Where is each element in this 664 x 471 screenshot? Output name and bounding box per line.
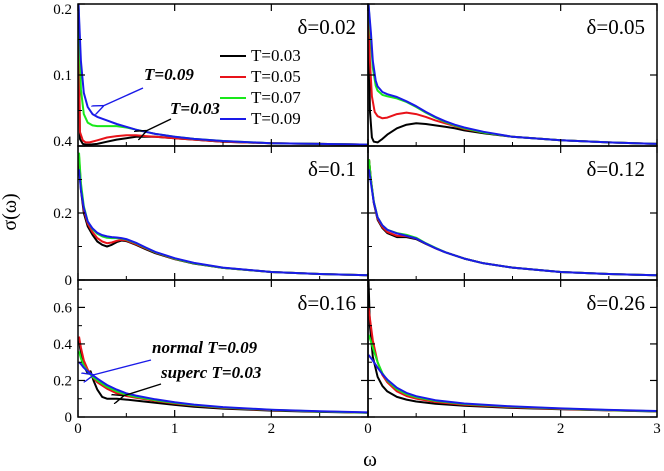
panel-title: δ=0.12 — [587, 157, 646, 181]
x-tick-label: 1 — [171, 421, 179, 437]
x-tick-label: 2 — [268, 421, 276, 437]
series-line-t-0-09 — [78, 361, 368, 414]
panel-title: δ=0.26 — [587, 291, 646, 315]
panel-title: δ=0.05 — [587, 15, 646, 39]
annotation-arrow — [123, 383, 162, 396]
legend-entry: T=0.09 — [220, 109, 301, 128]
legend-label: T=0.03 — [251, 46, 301, 65]
panel-title: δ=0.02 — [298, 15, 357, 39]
series-group — [368, 4, 657, 145]
legend: T=0.03 T=0.05 T=0.07 T=0.09 — [220, 46, 301, 128]
y-tick-label: 0.2 — [53, 373, 72, 389]
legend-entry: T=0.05 — [220, 67, 301, 86]
y-tick-label: 0.4 — [53, 134, 72, 150]
annotation: T=0.09 — [103, 65, 194, 106]
legend-entry: T=0.07 — [220, 88, 301, 107]
legend-label: T=0.07 — [251, 88, 301, 107]
annotation: superc T=0.03 — [123, 363, 262, 396]
panel-bottom-right: 0 1 2 3 δ=0.26 — [364, 279, 661, 437]
y-axis-label: σ(ω) — [0, 193, 21, 230]
panel-title: δ=0.16 — [298, 291, 357, 315]
annotation-label: T=0.03 — [170, 99, 220, 118]
series-line-t-0-09 — [368, 4, 657, 145]
y-tick-label: 0.4 — [53, 337, 72, 353]
x-tick-label: 0 — [74, 421, 82, 437]
annotation: normal T=0.09 — [93, 338, 258, 375]
series-group — [78, 152, 368, 277]
annotation-arrow — [93, 359, 152, 375]
annotation-arrow — [146, 118, 172, 131]
annotation: T=0.03 — [146, 99, 220, 131]
panel-bottom-left: 0 1 2 0 0.2 0.4 0.6 δ=0.16 — [53, 279, 369, 437]
panel-title: δ=0.1 — [308, 157, 356, 181]
panel-middle-right: δ=0.12 — [367, 145, 658, 281]
x-axis-label: ω — [363, 447, 377, 471]
x-tick-label: 0 — [364, 421, 372, 437]
series-line-t-0-09 — [368, 169, 657, 277]
series-line-t-0-09 — [78, 169, 368, 277]
series-line-t-0-09 — [78, 4, 368, 146]
y-tick-label: 0.6 — [53, 300, 72, 316]
panel-top-right: δ=0.05 — [367, 3, 658, 147]
annotation-arrow — [103, 87, 144, 106]
annotation-label: T=0.09 — [144, 65, 194, 84]
panel-top-left: 0.4 0.1 0.2 δ=0.02 — [53, 2, 369, 150]
y-tick-label: 0 — [65, 410, 73, 426]
legend-label: T=0.09 — [251, 109, 301, 128]
series-line-t-0-09 — [368, 354, 657, 412]
y-tick-label: 0.2 — [53, 206, 72, 222]
x-tick-label: 2 — [557, 421, 565, 437]
annotation-label: superc T=0.03 — [160, 363, 262, 382]
panel-middle-left: 0 0.2 δ=0.1 — [53, 145, 369, 289]
legend-label: T=0.05 — [251, 67, 301, 86]
x-tick-label: 1 — [461, 421, 469, 437]
legend-entry: T=0.03 — [220, 46, 301, 65]
x-tick-label: 3 — [653, 421, 661, 437]
y-tick-label: 0 — [65, 273, 73, 289]
series-group — [368, 280, 657, 413]
y-tick-label: 0.1 — [53, 68, 72, 84]
annotation-label: normal T=0.09 — [152, 338, 258, 357]
annotations-layer: T=0.09 T=0.03 normal T=0.09 superc T=0.03 — [93, 65, 262, 396]
series-group — [368, 159, 657, 277]
y-tick-label: 0.2 — [53, 2, 72, 18]
